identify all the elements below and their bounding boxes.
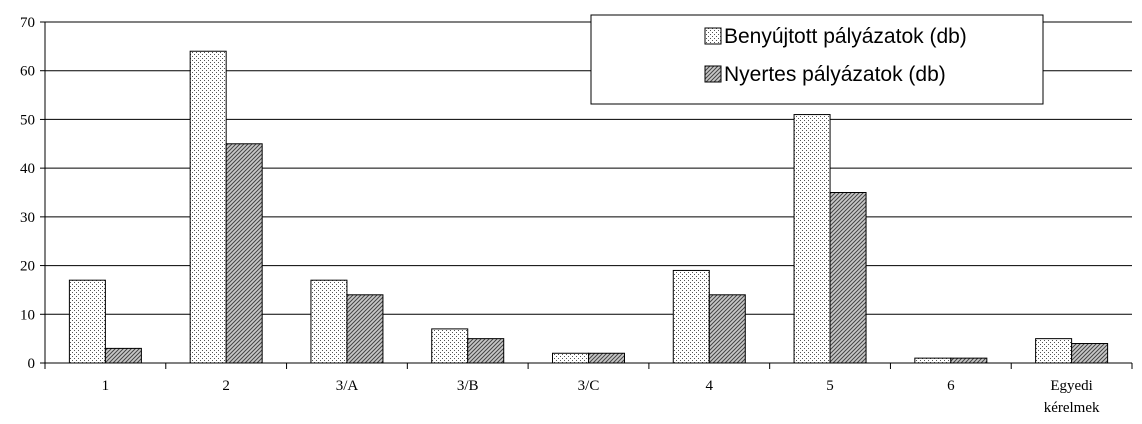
bar-benyujtott [672, 269, 710, 364]
bar-nyertes [467, 338, 505, 364]
bar-benyujtott [310, 279, 348, 364]
legend-swatch [704, 65, 722, 83]
legend-label: Nyertes pályázatok (db) [724, 63, 946, 86]
bar-benyujtott [914, 357, 952, 364]
y-tick-label: 50 [20, 112, 35, 128]
x-tick-label: 1 [102, 378, 110, 394]
bar-benyujtott [1035, 338, 1073, 364]
x-tick-label: 5 [826, 378, 834, 394]
bar-nyertes [346, 294, 384, 364]
y-tick-label: 0 [28, 356, 36, 372]
legend-box [590, 14, 1044, 105]
x-tick-label: 2 [222, 378, 230, 394]
bar-nyertes [1071, 343, 1109, 364]
bar-nyertes [950, 357, 988, 364]
legend-label: Benyújtott pályázatok (db) [724, 25, 967, 48]
legend-swatch [704, 27, 722, 45]
y-tick-label: 40 [20, 161, 35, 177]
x-tick-label: Egyedi kérelmek [1044, 378, 1100, 416]
bar-benyujtott [552, 352, 589, 364]
x-tick-label: 4 [706, 378, 714, 394]
axes: 0 10 20 30 40 50 60 70 1 2 3/A 3/B 3/C 4 5 6 Egyedi kérel… [20, 15, 1133, 416]
x-tick-label: 6 [947, 378, 955, 394]
bar-nyertes [708, 294, 746, 364]
y-tick-label: 70 [20, 15, 35, 31]
x-tick-label: 3/A [336, 378, 359, 394]
bar-benyujtott [189, 50, 227, 364]
bar-nyertes [829, 192, 867, 364]
y-tick-label: 60 [20, 64, 35, 80]
legend: Benyújtott pályázatok (db) Nyertes pályáz… [590, 14, 1044, 105]
bar-nyertes [104, 347, 142, 364]
bar-benyujtott [431, 328, 469, 364]
bar-benyujtott [68, 279, 106, 364]
y-tick-label: 30 [20, 210, 35, 226]
y-tick-label: 10 [20, 307, 35, 323]
bar-nyertes [588, 352, 625, 364]
bar-nyertes [225, 143, 263, 364]
y-tick-label: 20 [20, 259, 35, 275]
x-tick-label: 3/C [578, 378, 600, 394]
x-tick-label: 3/B [457, 378, 479, 394]
bar-benyujtott [793, 114, 831, 364]
